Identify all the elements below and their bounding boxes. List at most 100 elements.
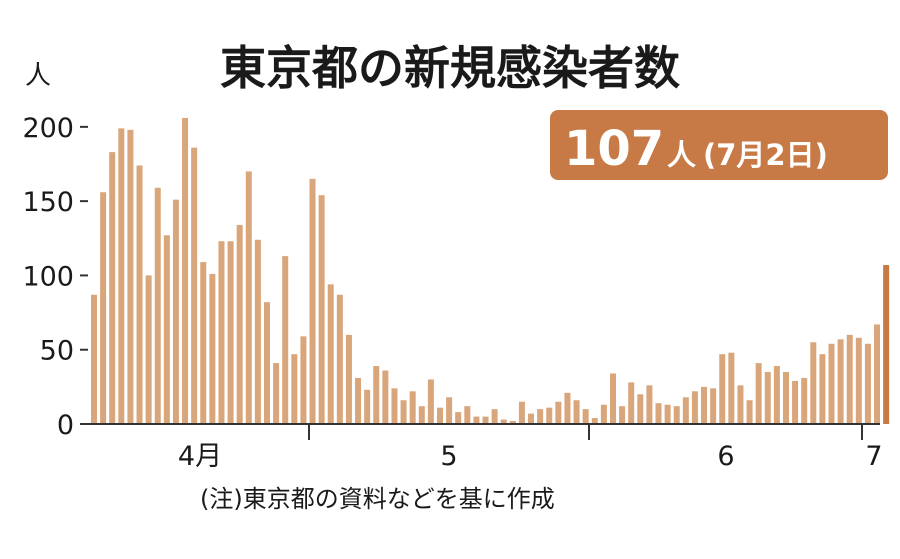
bar xyxy=(837,339,844,424)
bar xyxy=(555,401,562,424)
bar xyxy=(382,370,389,424)
bar xyxy=(491,409,498,424)
bar xyxy=(218,241,225,424)
bar xyxy=(792,380,799,424)
bar xyxy=(828,343,835,424)
bar xyxy=(172,199,179,424)
y-axis: 0 50 100 150 200 xyxy=(22,113,88,441)
bar xyxy=(682,397,689,424)
bar xyxy=(446,397,453,424)
bar xyxy=(482,416,489,424)
bar xyxy=(646,385,653,424)
bar xyxy=(200,262,207,424)
bar xyxy=(782,372,789,424)
bar xyxy=(628,382,635,424)
callout-date: (7月2日) xyxy=(703,138,828,172)
x-tick-label: 6 xyxy=(717,441,734,472)
bar xyxy=(518,401,525,424)
bar xyxy=(182,117,189,424)
bar xyxy=(345,334,352,424)
bar xyxy=(664,404,671,424)
bar xyxy=(864,343,871,424)
bar xyxy=(737,385,744,424)
bar xyxy=(591,418,598,424)
bar xyxy=(846,334,853,424)
bar xyxy=(300,336,307,424)
bar xyxy=(309,178,316,424)
bar xyxy=(118,128,125,424)
bar xyxy=(163,235,170,424)
bar xyxy=(637,394,644,424)
bar xyxy=(418,406,425,424)
bar xyxy=(464,406,471,424)
y-axis-unit-label: 人 xyxy=(25,61,51,91)
bar xyxy=(291,354,298,424)
bar xyxy=(145,275,152,424)
bar xyxy=(154,187,161,424)
x-tick-label: 5 xyxy=(440,441,457,472)
bar xyxy=(719,354,726,424)
bar xyxy=(191,147,198,424)
bar xyxy=(619,406,626,424)
bar xyxy=(373,366,380,424)
x-axis: 4月 5 6 7 xyxy=(178,424,883,472)
y-tick-label: 50 xyxy=(40,336,74,367)
callout-badge xyxy=(550,110,888,180)
bar xyxy=(609,373,616,424)
bar xyxy=(100,192,107,424)
bar xyxy=(773,366,780,424)
bar xyxy=(236,224,243,424)
bar xyxy=(528,413,535,424)
bar xyxy=(245,171,252,424)
bar xyxy=(273,363,280,424)
bar xyxy=(127,129,134,424)
bar xyxy=(874,324,881,424)
callout-value: 107 xyxy=(564,121,664,177)
bar xyxy=(746,400,753,424)
bar xyxy=(227,241,234,424)
bar xyxy=(710,388,717,424)
bar xyxy=(409,391,416,424)
chart-title: 東京都の新規感染者数 xyxy=(220,41,680,95)
bar xyxy=(473,416,480,424)
bar xyxy=(564,392,571,424)
bar xyxy=(509,421,516,424)
y-tick-label: 200 xyxy=(22,113,74,144)
bar xyxy=(436,407,443,424)
bar xyxy=(282,256,289,424)
y-tick-label: 0 xyxy=(57,410,74,441)
bar xyxy=(455,412,462,424)
bar xyxy=(801,377,808,424)
bar xyxy=(91,294,97,424)
bar xyxy=(655,403,662,424)
bar xyxy=(855,337,862,424)
callout-unit: 人 xyxy=(667,138,696,172)
bar xyxy=(728,352,735,424)
bar xyxy=(764,372,771,424)
bar xyxy=(109,152,116,425)
bar xyxy=(254,239,261,424)
bar xyxy=(701,386,708,424)
bar xyxy=(427,379,434,424)
bar xyxy=(355,377,362,424)
x-tick-label: 7 xyxy=(865,441,882,472)
y-tick-label: 100 xyxy=(22,261,74,292)
y-tick-label: 150 xyxy=(22,187,74,218)
bar xyxy=(883,265,890,424)
bar xyxy=(600,404,607,424)
bar xyxy=(336,294,343,424)
bar xyxy=(691,391,698,424)
bar xyxy=(364,389,371,424)
x-tick-label: 4月 xyxy=(178,441,222,472)
bar xyxy=(391,388,398,424)
bar xyxy=(209,273,216,424)
bar xyxy=(819,354,826,424)
bar xyxy=(573,400,580,424)
bar xyxy=(400,400,407,424)
bar xyxy=(136,165,143,425)
bar xyxy=(582,409,589,424)
bar xyxy=(673,406,680,424)
bar xyxy=(318,195,325,424)
source-note: (注)東京都の資料などを基に作成 xyxy=(200,485,555,513)
bar xyxy=(537,409,544,424)
